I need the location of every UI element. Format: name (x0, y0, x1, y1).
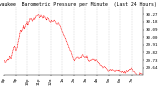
Title: Milwaukee  Barometric Pressure per Minute  (Last 24 Hours): Milwaukee Barometric Pressure per Minute… (0, 2, 157, 7)
